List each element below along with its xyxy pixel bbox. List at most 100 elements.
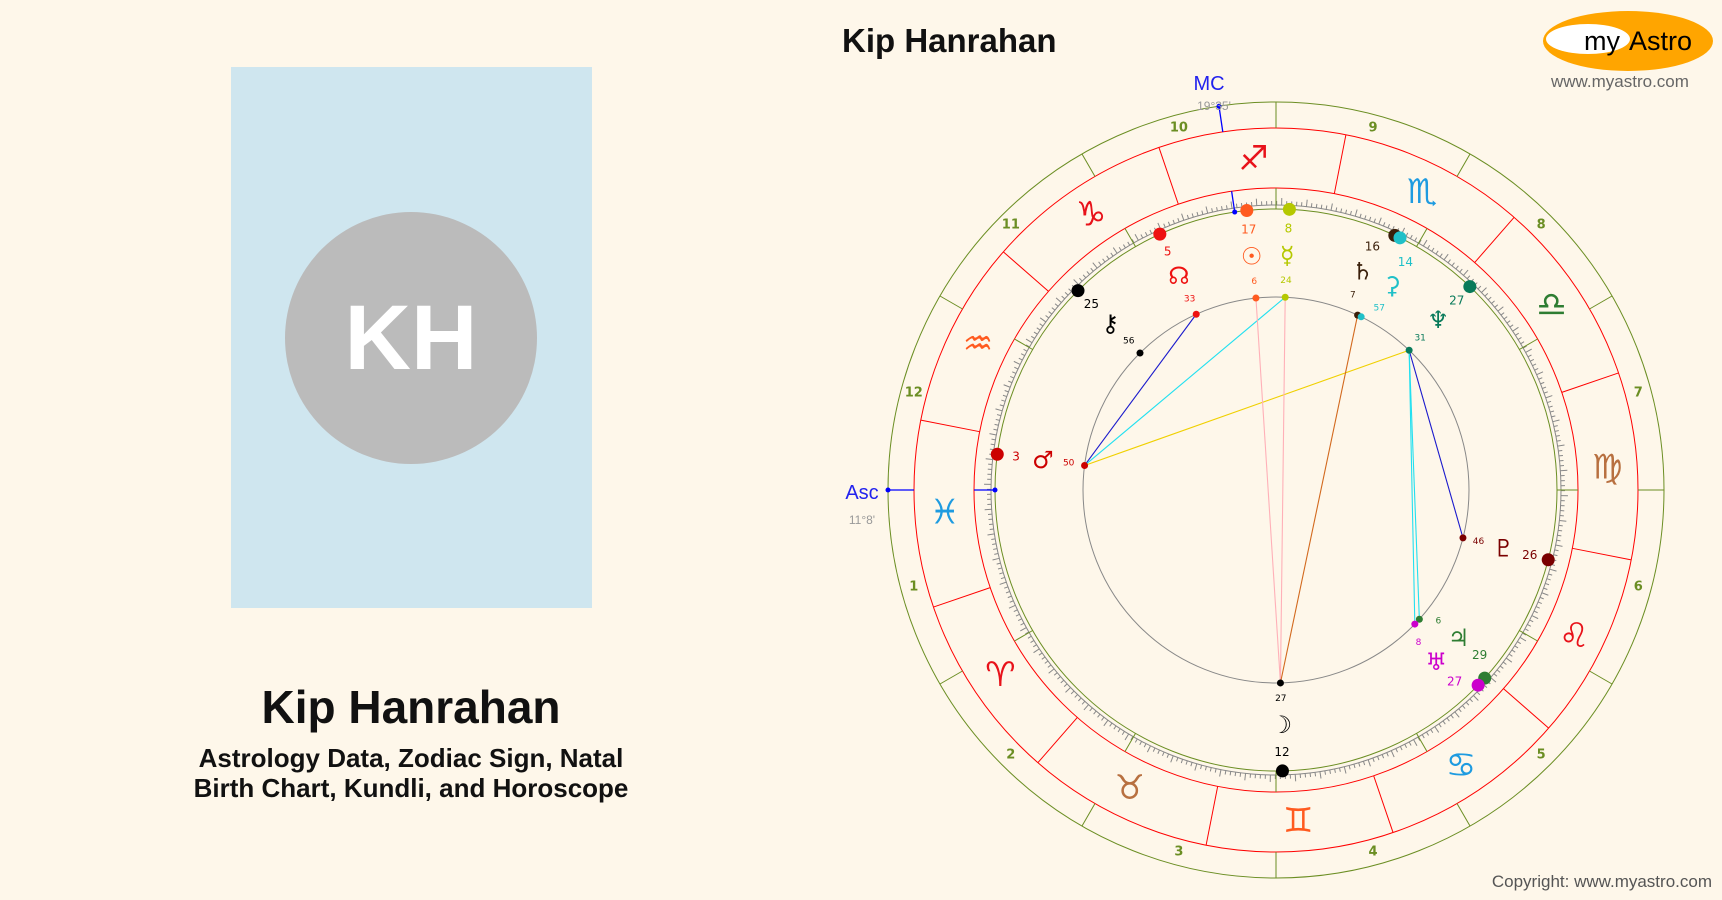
degree-tick xyxy=(1201,210,1204,215)
degree-tick xyxy=(1364,215,1367,220)
myastro-logo[interactable]: my Astro xyxy=(1542,10,1714,72)
degree-tick xyxy=(1534,368,1539,371)
degree-tick xyxy=(1124,733,1130,741)
degree-tick xyxy=(1005,591,1010,594)
uranus-aspect-dot xyxy=(1411,620,1419,628)
house-number: 6 xyxy=(1634,580,1643,595)
degree-tick xyxy=(1023,348,1028,352)
degree-tick xyxy=(1517,336,1522,340)
degree-tick xyxy=(1469,698,1473,703)
degree-tick xyxy=(1553,425,1558,428)
subtitle-line-2: Birth Chart, Kundli, and Horoscope xyxy=(193,773,629,803)
degree-tick xyxy=(1512,326,1519,332)
degree-tick xyxy=(1044,660,1049,664)
degree-tick xyxy=(1500,312,1505,316)
sign-boundary xyxy=(920,419,980,433)
degree-tick xyxy=(1020,353,1025,357)
degree-tick xyxy=(1417,736,1421,741)
degree-tick xyxy=(1378,217,1382,225)
degree-tick xyxy=(1112,247,1118,254)
degree-tick xyxy=(1191,213,1194,218)
degree-tick xyxy=(1004,586,1009,589)
degree-tick xyxy=(1325,205,1328,210)
degree-tick xyxy=(1098,261,1102,266)
degree-tick xyxy=(1074,694,1078,698)
avatar-initials: KH xyxy=(344,286,478,389)
pluto-aspect-dot xyxy=(1459,534,1467,542)
logo-my: my xyxy=(1584,26,1620,56)
degree-tick xyxy=(1527,354,1532,358)
sun-ring-dot xyxy=(1240,204,1254,218)
degree-tick xyxy=(1554,430,1559,432)
degree-tick xyxy=(1458,708,1462,713)
degree-tick xyxy=(1532,363,1537,367)
leo-sign-icon: ♌︎ xyxy=(1559,616,1589,656)
degree-tick xyxy=(997,567,1002,570)
house-cusp-inner xyxy=(1014,338,1033,350)
degree-tick xyxy=(999,404,1004,407)
degree-tick xyxy=(1546,578,1551,581)
house-number: 8 xyxy=(1537,217,1546,232)
degree-tick xyxy=(1036,327,1041,331)
degree-tick xyxy=(1008,604,1016,609)
degree-tick xyxy=(1008,380,1013,384)
degree-tick xyxy=(1140,234,1144,239)
mercury-minutes: 24 xyxy=(1280,276,1292,286)
logo-url[interactable]: www.myastro.com xyxy=(1551,72,1689,91)
degree-tick xyxy=(1409,234,1413,239)
degree-tick xyxy=(1481,287,1487,293)
asc-marker xyxy=(885,487,891,493)
degree-tick xyxy=(1459,268,1463,273)
sign-boundary xyxy=(1373,775,1394,833)
degree-tick xyxy=(1557,444,1565,447)
degree-tick xyxy=(1549,568,1557,572)
degree-tick xyxy=(1214,768,1217,773)
degree-tick xyxy=(1499,665,1504,669)
degree-tick xyxy=(1057,676,1061,680)
degree-tick xyxy=(1013,360,1021,365)
degree-tick xyxy=(1009,600,1014,603)
degree-tick xyxy=(1086,271,1090,275)
degree-tick xyxy=(1353,764,1356,769)
degree-tick xyxy=(1001,399,1006,402)
degree-tick xyxy=(1536,371,1544,376)
degree-tick xyxy=(993,428,998,431)
degree-tick xyxy=(1229,771,1232,776)
degree-tick xyxy=(1109,722,1113,727)
jupiter-icon: ♃︎ xyxy=(1448,624,1470,652)
house-number: 3 xyxy=(1174,845,1183,860)
degree-tick xyxy=(1139,741,1143,746)
degree-tick xyxy=(995,418,1000,421)
pluto-icon: ♇︎ xyxy=(1493,534,1515,562)
aspect-line-neptune-uranus xyxy=(1408,350,1416,625)
degree-tick xyxy=(1053,672,1058,676)
degree-tick xyxy=(1033,331,1038,335)
degree-tick xyxy=(1545,395,1553,399)
degree-tick xyxy=(1324,770,1327,775)
degree-tick xyxy=(1442,720,1446,725)
degree-tick xyxy=(1395,748,1398,753)
jupiter-degree: 29 xyxy=(1472,648,1487,662)
mc-line-outer xyxy=(1218,106,1224,133)
chart-title: Kip Hanrahan xyxy=(842,22,1057,59)
degree-tick xyxy=(1387,224,1390,229)
degree-tick xyxy=(1185,760,1188,765)
aspect-line-saturn-moon xyxy=(1279,314,1359,684)
degree-tick xyxy=(1221,206,1223,211)
degree-tick xyxy=(1002,394,1007,398)
degree-tick xyxy=(1186,214,1190,219)
degree-tick xyxy=(1041,656,1046,660)
degree-tick xyxy=(1176,757,1179,762)
mercury-icon: ☿︎ xyxy=(1280,241,1295,269)
degree-tick xyxy=(1368,216,1372,221)
house-number: 9 xyxy=(1369,120,1378,135)
degree-tick xyxy=(1219,769,1222,777)
sun-aspect-dot xyxy=(1252,294,1260,302)
degree-tick xyxy=(1527,623,1532,627)
house-number: 2 xyxy=(1006,748,1015,763)
degree-tick xyxy=(1234,772,1237,777)
degree-tick xyxy=(995,408,1003,412)
degree-tick xyxy=(1007,595,1012,599)
degree-tick xyxy=(1014,366,1019,370)
